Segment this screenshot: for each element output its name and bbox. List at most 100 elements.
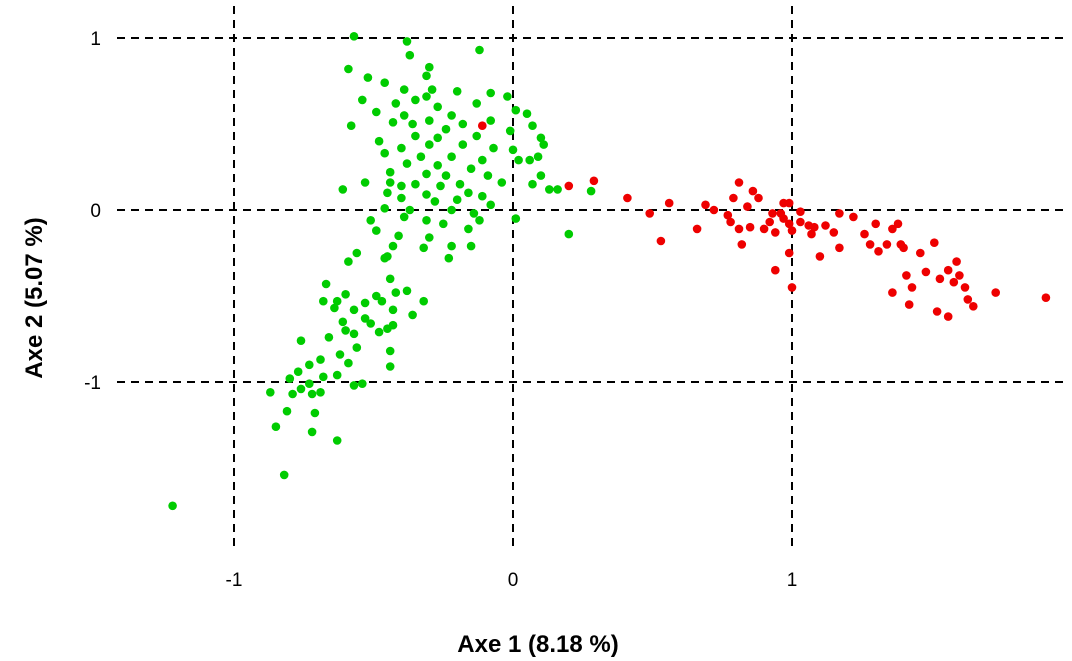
data-point bbox=[525, 155, 534, 165]
data-point bbox=[271, 422, 281, 432]
data-point bbox=[943, 265, 953, 275]
data-point bbox=[935, 274, 945, 284]
data-point bbox=[533, 152, 543, 161]
data-point bbox=[882, 240, 892, 249]
data-point bbox=[455, 179, 465, 189]
data-point bbox=[316, 388, 325, 397]
data-point bbox=[441, 171, 451, 180]
data-point bbox=[293, 367, 303, 377]
data-point bbox=[952, 257, 961, 266]
data-point bbox=[385, 178, 395, 187]
data-point bbox=[464, 188, 473, 198]
data-point bbox=[508, 145, 518, 155]
data-point bbox=[341, 290, 350, 299]
data-point bbox=[586, 186, 596, 196]
data-point bbox=[748, 186, 758, 196]
data-point bbox=[422, 190, 431, 199]
data-point bbox=[486, 200, 496, 210]
data-point bbox=[849, 212, 858, 222]
data-point bbox=[372, 291, 381, 301]
data-point bbox=[860, 229, 869, 239]
data-point bbox=[539, 140, 548, 149]
data-point bbox=[564, 181, 574, 191]
data-point bbox=[319, 296, 328, 306]
data-point bbox=[835, 243, 844, 253]
data-point bbox=[360, 178, 370, 187]
data-point bbox=[335, 350, 345, 359]
x-tick-label: 0 bbox=[508, 570, 519, 591]
data-point bbox=[316, 355, 325, 364]
data-point bbox=[511, 105, 521, 115]
data-point bbox=[385, 274, 395, 284]
data-point bbox=[416, 152, 426, 161]
data-point bbox=[829, 228, 839, 237]
data-point bbox=[623, 193, 632, 203]
data-point bbox=[380, 78, 390, 87]
data-point bbox=[305, 379, 314, 389]
data-point bbox=[447, 111, 456, 120]
data-point bbox=[475, 216, 484, 225]
data-point bbox=[346, 121, 356, 130]
data-point bbox=[960, 283, 970, 292]
data-point bbox=[729, 193, 738, 203]
data-point bbox=[444, 253, 454, 263]
data-point bbox=[815, 252, 825, 261]
data-point bbox=[472, 99, 482, 108]
data-point bbox=[528, 179, 537, 189]
data-point bbox=[377, 296, 387, 306]
data-point bbox=[383, 188, 392, 198]
data-point bbox=[383, 252, 392, 261]
data-point bbox=[352, 248, 362, 258]
y-tick-label: -1 bbox=[84, 373, 101, 394]
data-point bbox=[921, 267, 931, 277]
data-point bbox=[279, 470, 289, 480]
data-point bbox=[324, 333, 334, 342]
data-point bbox=[464, 224, 473, 234]
data-point bbox=[360, 314, 370, 323]
data-point bbox=[645, 209, 654, 218]
data-point bbox=[332, 296, 342, 306]
data-point bbox=[723, 210, 733, 220]
data-point bbox=[472, 131, 482, 141]
data-point bbox=[466, 164, 476, 173]
data-point bbox=[701, 200, 710, 210]
data-point bbox=[285, 374, 295, 383]
data-point bbox=[810, 222, 819, 232]
data-point bbox=[536, 171, 546, 180]
data-point bbox=[536, 133, 546, 143]
data-point bbox=[391, 99, 401, 108]
data-point bbox=[372, 107, 381, 117]
data-point bbox=[296, 336, 306, 346]
data-point bbox=[427, 85, 437, 94]
data-point bbox=[768, 209, 777, 218]
data-point bbox=[505, 126, 515, 136]
data-point bbox=[743, 202, 752, 211]
data-point bbox=[514, 155, 523, 165]
data-point bbox=[422, 216, 431, 225]
x-tick-label: -1 bbox=[226, 570, 243, 591]
data-point bbox=[754, 193, 763, 203]
data-point bbox=[338, 185, 348, 194]
data-point bbox=[168, 501, 177, 511]
data-point bbox=[486, 88, 496, 98]
x-tick-label: 1 bbox=[787, 570, 798, 591]
data-point bbox=[447, 241, 456, 251]
data-point bbox=[511, 214, 521, 223]
data-point bbox=[907, 283, 917, 292]
data-point bbox=[874, 247, 883, 256]
data-point bbox=[787, 226, 797, 235]
data-point bbox=[402, 159, 412, 168]
data-point bbox=[433, 161, 443, 170]
data-point bbox=[405, 50, 415, 60]
data-point bbox=[745, 222, 755, 232]
data-point bbox=[385, 167, 395, 177]
data-point bbox=[553, 185, 562, 194]
data-point bbox=[458, 119, 468, 129]
data-point bbox=[545, 185, 554, 194]
data-point bbox=[307, 389, 317, 399]
data-point bbox=[784, 219, 794, 229]
data-point bbox=[430, 197, 440, 206]
data-point bbox=[391, 288, 401, 297]
data-point bbox=[330, 303, 339, 313]
data-point bbox=[737, 240, 747, 249]
